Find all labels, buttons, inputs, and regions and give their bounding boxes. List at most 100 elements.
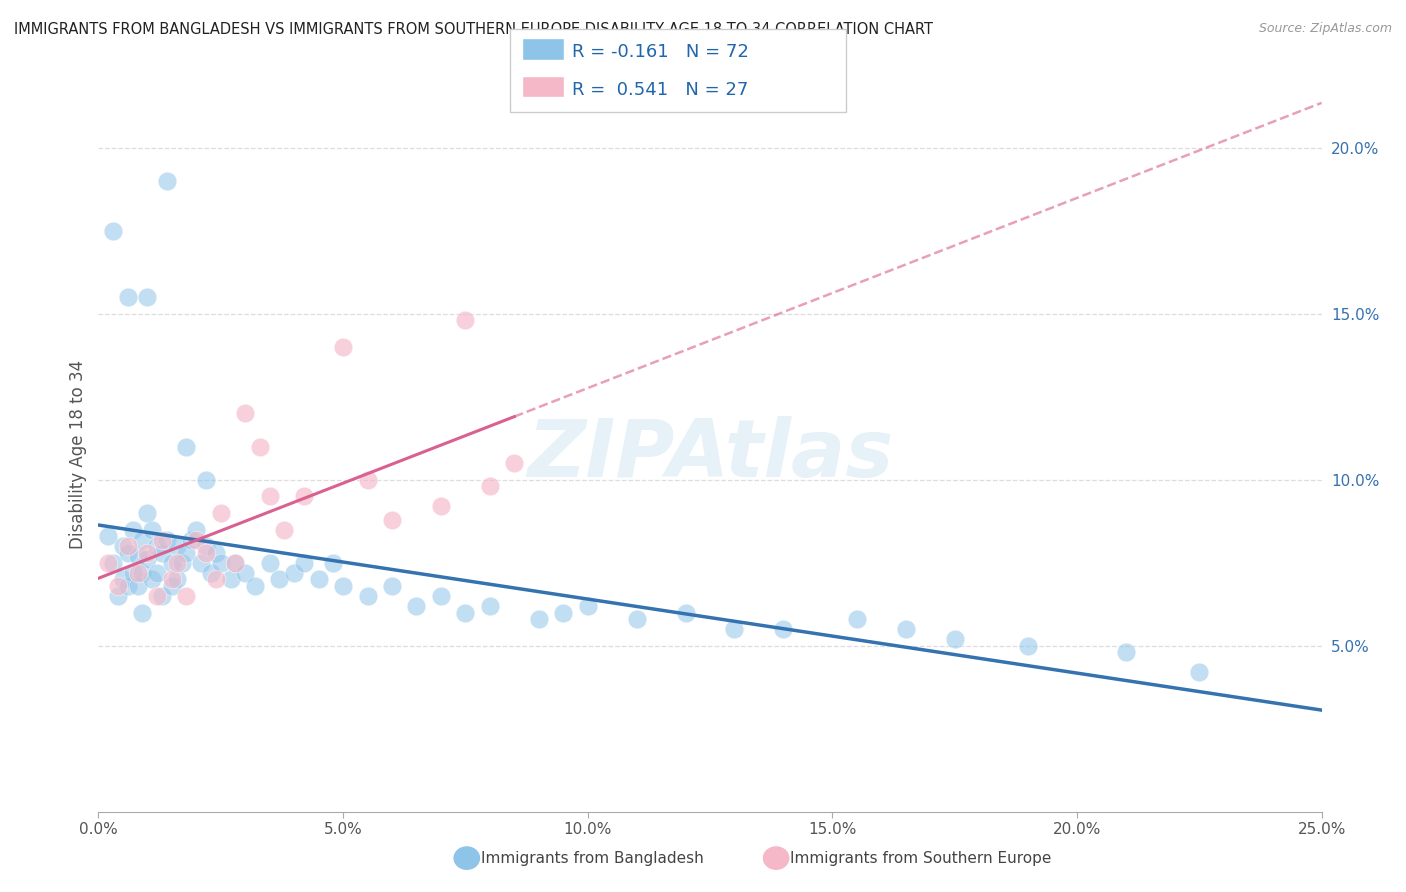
Point [723, 622, 745, 636]
Point [1188, 665, 1211, 680]
Point [146, 539, 169, 553]
Point [675, 606, 697, 620]
Point [111, 573, 134, 587]
Point [111, 539, 134, 553]
Point [454, 606, 477, 620]
Point [117, 539, 139, 553]
Point [190, 556, 212, 570]
Point [136, 506, 159, 520]
Point [195, 473, 218, 487]
Point [121, 523, 143, 537]
Point [150, 546, 173, 560]
Point [160, 579, 183, 593]
Point [1115, 645, 1137, 659]
Point [180, 533, 202, 547]
Text: Immigrants from Bangladesh: Immigrants from Bangladesh [481, 851, 703, 865]
Point [1017, 639, 1039, 653]
Point [503, 456, 526, 470]
Point [626, 612, 648, 626]
Point [150, 533, 173, 547]
Point [332, 340, 354, 354]
Point [146, 589, 169, 603]
Point [141, 523, 163, 537]
Point [322, 556, 344, 570]
Point [209, 506, 232, 520]
Point [259, 490, 281, 504]
Point [195, 539, 218, 553]
Point [308, 573, 330, 587]
Point [233, 406, 256, 420]
Y-axis label: Disability Age 18 to 34: Disability Age 18 to 34 [69, 360, 87, 549]
Point [283, 566, 305, 580]
Point [249, 440, 271, 454]
Point [160, 556, 183, 570]
Point [141, 573, 163, 587]
Point [772, 622, 794, 636]
Point [136, 290, 159, 304]
Point [131, 566, 153, 580]
Point [166, 556, 188, 570]
Point [332, 579, 354, 593]
Point [160, 573, 183, 587]
Point [195, 546, 218, 560]
Point [527, 612, 550, 626]
Point [156, 174, 179, 188]
Point [478, 479, 501, 493]
Text: Source: ZipAtlas.com: Source: ZipAtlas.com [1258, 22, 1392, 36]
Point [176, 546, 198, 560]
Point [292, 556, 315, 570]
Text: R =  0.541   N = 27: R = 0.541 N = 27 [572, 81, 748, 99]
Point [127, 579, 149, 593]
Point [156, 533, 179, 547]
Point [176, 440, 198, 454]
Point [200, 566, 222, 580]
Point [186, 523, 208, 537]
Point [146, 566, 169, 580]
Point [97, 556, 120, 570]
Point [97, 529, 120, 543]
Point [478, 599, 501, 613]
Point [219, 573, 242, 587]
Text: IMMIGRANTS FROM BANGLADESH VS IMMIGRANTS FROM SOUTHERN EUROPE DISABILITY AGE 18 : IMMIGRANTS FROM BANGLADESH VS IMMIGRANTS… [14, 22, 934, 37]
Point [224, 556, 246, 570]
Point [576, 599, 599, 613]
Point [150, 589, 173, 603]
Point [136, 552, 159, 566]
Point [233, 566, 256, 580]
Point [405, 599, 427, 613]
Point [209, 556, 232, 570]
Point [205, 573, 228, 587]
Point [224, 556, 246, 570]
Point [117, 579, 139, 593]
Point [553, 606, 575, 620]
Point [356, 589, 378, 603]
Point [107, 589, 129, 603]
Point [943, 632, 966, 647]
Point [131, 533, 153, 547]
Point [356, 473, 378, 487]
Point [101, 224, 124, 238]
Point [136, 546, 159, 560]
Point [186, 533, 208, 547]
Point [430, 589, 453, 603]
Point [292, 490, 315, 504]
Point [107, 579, 129, 593]
Point [127, 549, 149, 563]
Point [101, 556, 124, 570]
Point [117, 546, 139, 560]
Point [166, 573, 188, 587]
Point [259, 556, 281, 570]
Text: ZIPAtlas: ZIPAtlas [527, 416, 893, 494]
Point [269, 573, 291, 587]
Point [121, 566, 143, 580]
Point [131, 606, 153, 620]
Point [894, 622, 917, 636]
Point [176, 589, 198, 603]
Point [845, 612, 868, 626]
Text: R = -0.161   N = 72: R = -0.161 N = 72 [572, 43, 749, 61]
Point [205, 546, 228, 560]
Point [430, 500, 453, 514]
Text: Immigrants from Southern Europe: Immigrants from Southern Europe [790, 851, 1052, 865]
Point [273, 523, 295, 537]
Point [117, 290, 139, 304]
